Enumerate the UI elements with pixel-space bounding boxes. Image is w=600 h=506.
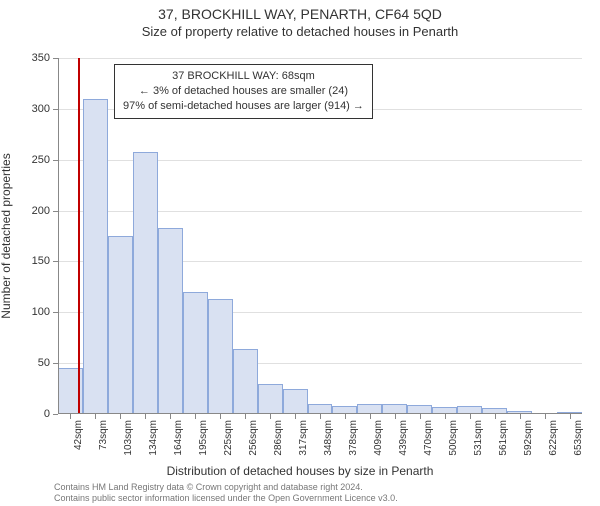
x-tick-label: 42sqm: [73, 420, 84, 450]
x-tick: [270, 414, 271, 419]
x-tick: [120, 414, 121, 419]
y-tick: [53, 160, 58, 161]
x-tick-label: 256sqm: [248, 420, 259, 456]
histogram-bar: [208, 299, 233, 414]
x-tick: [445, 414, 446, 419]
y-tick: [53, 109, 58, 110]
x-tick: [170, 414, 171, 419]
annotation-line-3: 97% of semi-detached houses are larger (…: [123, 99, 364, 114]
histogram-bar: [258, 384, 283, 415]
x-tick-label: 470sqm: [423, 420, 434, 456]
x-tick: [195, 414, 196, 419]
x-tick-label: 592sqm: [523, 420, 534, 456]
x-tick: [345, 414, 346, 419]
x-tick-label: 317sqm: [298, 420, 309, 456]
y-tick: [53, 211, 58, 212]
footnote: Contains HM Land Registry data © Crown c…: [54, 482, 398, 504]
x-tick: [495, 414, 496, 419]
x-tick-label: 348sqm: [323, 420, 334, 456]
histogram-bar: [83, 99, 108, 414]
y-tick-label: 300: [0, 103, 50, 115]
annotation-box: 37 BROCKHILL WAY: 68sqm ← 3% of detached…: [114, 64, 373, 119]
y-axis-label: Number of detached properties: [0, 153, 13, 318]
x-tick-label: 500sqm: [448, 420, 459, 456]
y-tick-label: 50: [0, 357, 50, 369]
histogram-bar: [283, 389, 308, 414]
x-tick-label: 103sqm: [123, 420, 134, 456]
x-tick-label: 195sqm: [198, 420, 209, 456]
histogram-bar: [183, 292, 208, 414]
y-tick: [53, 312, 58, 313]
y-tick: [53, 363, 58, 364]
x-tick: [545, 414, 546, 419]
annotation-line-2: ← 3% of detached houses are smaller (24): [123, 84, 364, 99]
page-subtitle: Size of property relative to detached ho…: [0, 24, 600, 39]
property-marker-line: [78, 58, 80, 414]
y-tick: [53, 261, 58, 262]
x-tick-label: 286sqm: [273, 420, 284, 456]
y-tick-label: 250: [0, 154, 50, 166]
chart: 42sqm73sqm103sqm134sqm164sqm195sqm225sqm…: [58, 58, 582, 414]
x-tick-label: 378sqm: [348, 420, 359, 456]
footnote-line-2: Contains public sector information licen…: [54, 493, 398, 504]
x-tick-label: 409sqm: [373, 420, 384, 456]
annotation-line-1: 37 BROCKHILL WAY: 68sqm: [123, 69, 364, 84]
x-tick-label: 531sqm: [473, 420, 484, 456]
y-tick: [53, 414, 58, 415]
x-tick-label: 653sqm: [573, 420, 584, 456]
footnote-line-1: Contains HM Land Registry data © Crown c…: [54, 482, 398, 493]
histogram-bar: [158, 228, 183, 414]
histogram-bar: [233, 349, 258, 414]
x-tick: [295, 414, 296, 419]
histogram-bar: [133, 152, 158, 414]
y-tick-label: 100: [0, 306, 50, 318]
grid-line: [58, 58, 582, 59]
x-tick-label: 73sqm: [98, 420, 109, 450]
x-tick: [570, 414, 571, 419]
y-tick-label: 150: [0, 255, 50, 267]
x-tick: [420, 414, 421, 419]
x-tick: [370, 414, 371, 419]
x-tick: [520, 414, 521, 419]
x-tick-label: 439sqm: [398, 420, 409, 456]
x-tick: [70, 414, 71, 419]
x-tick: [470, 414, 471, 419]
x-tick-label: 622sqm: [548, 420, 559, 456]
y-axis-line: [58, 58, 59, 414]
y-tick-label: 350: [0, 52, 50, 64]
x-tick: [245, 414, 246, 419]
x-tick-label: 134sqm: [148, 420, 159, 456]
x-tick: [395, 414, 396, 419]
y-tick: [53, 58, 58, 59]
x-tick: [95, 414, 96, 419]
histogram-bar: [108, 236, 133, 414]
x-tick: [220, 414, 221, 419]
x-tick: [145, 414, 146, 419]
page-title: 37, BROCKHILL WAY, PENARTH, CF64 5QD: [0, 6, 600, 22]
x-tick-label: 225sqm: [223, 420, 234, 456]
x-tick: [320, 414, 321, 419]
y-tick-label: 0: [0, 408, 50, 420]
x-tick-label: 561sqm: [498, 420, 509, 456]
y-tick-label: 200: [0, 205, 50, 217]
x-tick-label: 164sqm: [173, 420, 184, 456]
x-axis-label: Distribution of detached houses by size …: [0, 464, 600, 478]
